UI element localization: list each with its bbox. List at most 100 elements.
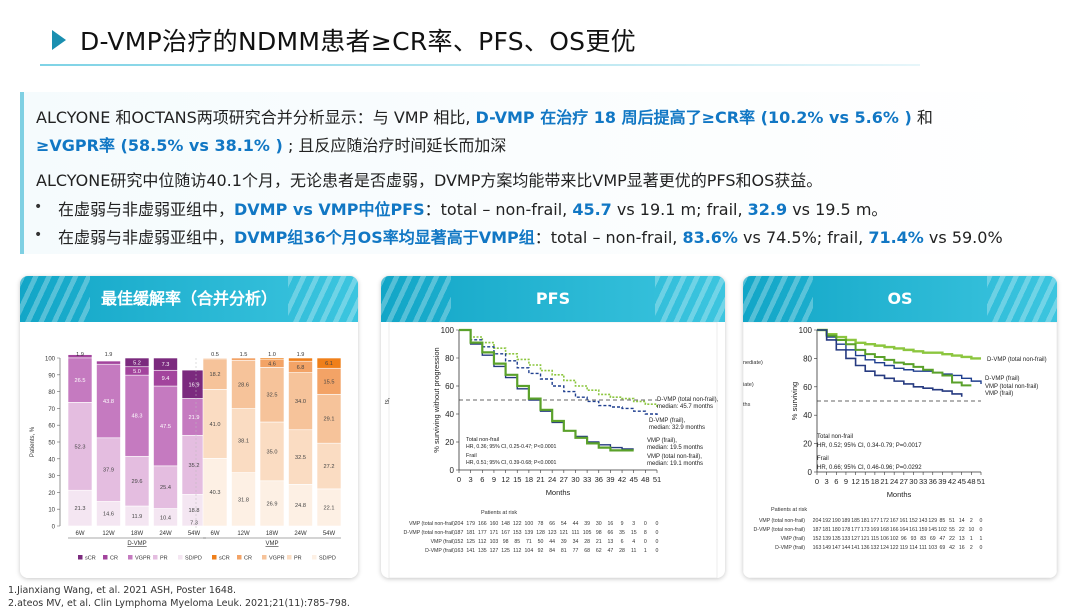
bar-value-label: 21.3 xyxy=(75,506,86,512)
risk-count: 180 xyxy=(832,527,841,533)
bar-value-label: 35.0 xyxy=(267,449,278,455)
bar-segment-cr xyxy=(202,357,228,360)
bullet-text: vs 74.5%; frail, xyxy=(737,228,869,247)
x-tick-label: 3 xyxy=(469,475,473,484)
bar-value-label: 26.9 xyxy=(267,501,278,507)
x-tick-label: 30 xyxy=(909,477,917,486)
risk-count: 143 xyxy=(919,518,928,524)
risk-count: 152 xyxy=(455,539,464,545)
cropped-fragment: iate) xyxy=(743,382,754,388)
risk-count: 187 xyxy=(455,530,464,536)
bar-value-label: 28.6 xyxy=(238,383,249,389)
x-tick-label: 6 xyxy=(480,475,484,484)
summary-line-2: ≥VGPR率 (58.5% vs 38.1% ) ; 且反应随治疗时间延长而加深 xyxy=(36,132,506,156)
risk-count: 128 xyxy=(536,530,545,536)
bar-value-label: 5.2 xyxy=(133,360,141,366)
x-tick-label: 33 xyxy=(583,475,591,484)
x-tick-label: 9 xyxy=(492,475,496,484)
x-tick-label: 36 xyxy=(595,475,603,484)
summary-line-3: ALCYONE研究中位随访40.1个月，无论患者是否虚弱，DVMP方案均能带来比… xyxy=(36,171,823,190)
hr-annotation: Total non-frail xyxy=(466,437,499,443)
bar-segment-sdpd xyxy=(259,480,285,527)
bar-segment-scr xyxy=(124,357,150,368)
x-tick-label: 30 xyxy=(571,475,579,484)
risk-count: 22 xyxy=(959,527,965,533)
risk-count: 51 xyxy=(949,518,955,524)
x-tick-label: 18 xyxy=(871,477,879,486)
x-tick-label: 51 xyxy=(653,475,661,484)
x-tick-label: 45 xyxy=(958,477,966,486)
legend-swatch xyxy=(103,555,108,560)
hr-annotation: HR, 0.66; 95% CI, 0.46-0.96; P=0.0292 xyxy=(817,465,922,471)
risk-count: 1 xyxy=(970,536,973,542)
km-curve-vmp-frail xyxy=(817,329,963,397)
x-tick-label: 6W xyxy=(211,531,220,537)
risk-count: 16 xyxy=(959,545,965,551)
risk-count: 11 xyxy=(631,548,636,554)
bar-segment-scr xyxy=(181,369,207,399)
risk-count: 77 xyxy=(573,548,579,554)
risk-count: 4 xyxy=(632,539,635,545)
bar-value-label: 11.9 xyxy=(132,514,142,520)
risk-count: 1 xyxy=(980,536,983,542)
bar-segment-pr xyxy=(67,402,93,491)
risk-count: 119 xyxy=(900,545,908,551)
hr-annotation: HR, 0.36; 95% CI, 0.25-0.47; P<0.0001 xyxy=(466,444,557,450)
risk-count: 178 xyxy=(842,527,851,533)
x-tick-label: 24W xyxy=(294,531,307,537)
legend-swatch xyxy=(78,555,83,560)
risk-count: 187 xyxy=(813,527,822,533)
bullet-pfs: 在虚弱与非虚弱亚组中，DVMP vs VMP中位PFS：total – non-… xyxy=(58,196,887,220)
risk-row-label: VMP (frail) xyxy=(431,539,456,545)
risk-count: 148 xyxy=(501,521,510,527)
risk-count: 179 xyxy=(466,521,475,527)
bullet-text: vs 19.5 m。 xyxy=(787,200,888,219)
risk-count: 34 xyxy=(573,539,579,545)
bar-value-label: 26.5 xyxy=(75,378,86,384)
risk-row-label: D-VMP (total non-frail) xyxy=(403,530,455,536)
bar-value-label: 5.0 xyxy=(133,369,141,375)
bar-segment-scr xyxy=(259,357,285,360)
bar-value-label: 7.3 xyxy=(190,521,198,527)
risk-count: 15 xyxy=(631,530,637,536)
risk-row-label: D-VMP (frail) xyxy=(425,548,455,554)
risk-count: 30 xyxy=(596,521,602,527)
risk-count: 136 xyxy=(861,545,870,551)
risk-count: 173 xyxy=(861,527,870,533)
risk-count: 85 xyxy=(940,518,946,524)
y-tick-label: 50 xyxy=(48,441,55,447)
bar-segment-pr xyxy=(124,455,150,507)
bar-value-label: 40.3 xyxy=(210,490,221,496)
risk-table-title: Patients at risk xyxy=(481,510,517,516)
risk-row-label: VMP (total non-frail) xyxy=(759,518,805,524)
y-tick-label: 0 xyxy=(450,466,455,475)
bar-segment-cr xyxy=(231,357,256,361)
bullet-highlight: 83.6% xyxy=(682,228,738,247)
risk-count: 121 xyxy=(559,530,568,536)
stripe-decoration xyxy=(20,276,90,322)
x-tick-label: 24 xyxy=(890,477,898,486)
bar-segment-sdpd xyxy=(202,457,228,527)
risk-count: 112 xyxy=(513,548,521,554)
risk-count: 163 xyxy=(813,545,822,551)
risk-count: 114 xyxy=(909,545,917,551)
risk-count: 166 xyxy=(890,527,899,533)
risk-count: 181 xyxy=(466,530,475,536)
stripe-decoration xyxy=(655,276,725,322)
x-tick-label: 39 xyxy=(606,475,614,484)
summary-text: ; 且反应随治疗时间延长而加深 xyxy=(282,136,507,155)
reference-1: 1.Jianxiang Wang, et al. 2021 ASH, Poste… xyxy=(8,585,237,596)
bar-segment-pr xyxy=(288,429,313,485)
risk-count: 1 xyxy=(644,548,647,554)
risk-count: 3 xyxy=(632,521,635,527)
risk-count: 28 xyxy=(619,548,625,554)
risk-count: 13 xyxy=(608,539,614,545)
risk-count: 125 xyxy=(466,539,475,545)
risk-count: 93 xyxy=(911,536,917,542)
bar-segment-scr xyxy=(288,357,313,362)
bar-value-label: 47.5 xyxy=(160,424,171,430)
response-bar-chart: 0 10 20 30 40 50 60 70 80 90 100 Patients, % 21.3 52.… xyxy=(20,322,358,578)
risk-count: 171 xyxy=(490,530,499,536)
